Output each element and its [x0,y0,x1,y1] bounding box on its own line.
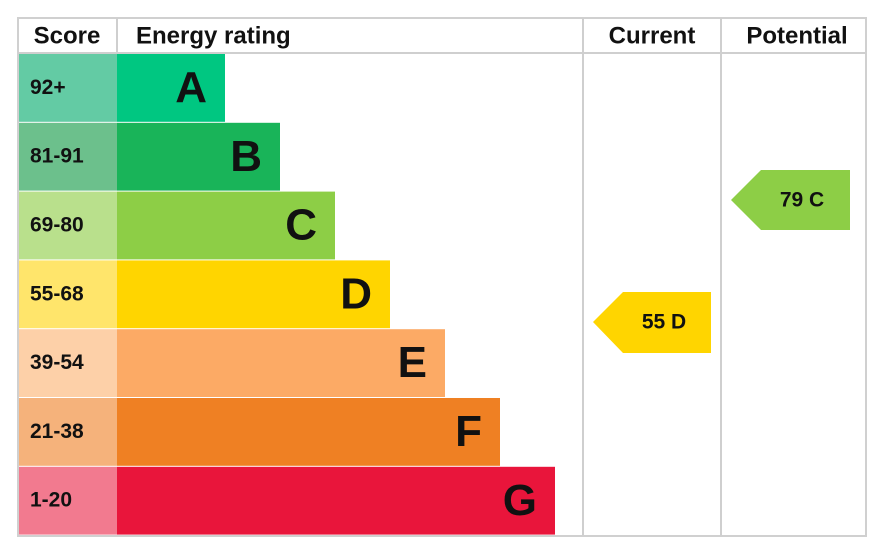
header-potential: Potential [746,22,847,49]
rating-rows: 92+ A 81-91 B 69-80 C 55-68 D 39-54 E 21-38 F 1-20 G [19,54,555,535]
rating-letter: F [455,407,482,456]
rating-bar [117,122,280,191]
score-label: 21-38 [30,420,84,443]
score-label: 39-54 [30,351,84,374]
rating-letter: C [285,201,317,250]
rating-letter: G [503,476,537,525]
frame [17,17,867,537]
rating-bar [117,466,555,535]
current-label: 55 D [642,311,686,334]
score-cell [19,54,117,122]
score-cell [19,329,117,397]
score-cell [19,191,117,260]
current-arrow [593,292,711,353]
header-energy-rating: Energy rating [136,22,291,49]
header-current: Current [609,22,696,49]
potential-arrow [731,170,850,230]
rating-letter: B [230,132,262,181]
rating-bar [117,191,335,260]
score-cell [19,122,117,191]
rating-letter: A [175,63,207,112]
potential-label: 79 C [780,189,824,212]
rating-bar [117,260,390,329]
score-label: 69-80 [30,214,84,237]
score-cell [19,398,117,466]
rating-bar [117,398,500,466]
rating-bar [117,329,445,397]
score-label: 55-68 [30,282,84,305]
score-label: 92+ [30,76,66,99]
rating-letter: E [398,338,427,387]
rating-letter: D [340,269,372,318]
score-label: 81-91 [30,145,84,168]
score-cell [19,466,117,535]
score-cell [19,260,117,329]
score-label: 1-20 [30,489,72,512]
header-score: Score [34,22,101,49]
rating-bar [117,54,225,122]
